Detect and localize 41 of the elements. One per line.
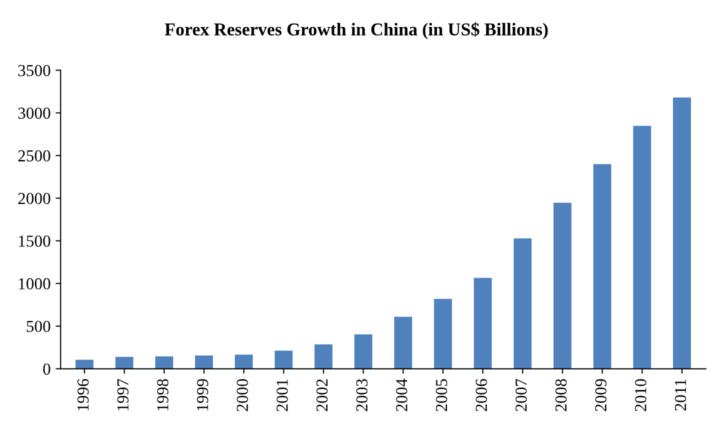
y-tick-label: 3500	[18, 64, 50, 76]
bar	[76, 360, 94, 369]
bar	[115, 356, 134, 369]
x-tick-label: 1996	[77, 378, 89, 410]
bar	[434, 298, 452, 369]
x-tick-label: 2002	[316, 379, 328, 412]
bar	[514, 238, 532, 369]
chart-title: Forex Reserves Growth in China (in US$ Billions)	[164, 22, 548, 40]
y-tick-label: 500	[26, 320, 50, 332]
x-tick-label: 1997	[117, 378, 129, 410]
x-tick-label: 2000	[236, 379, 248, 412]
bar	[314, 344, 332, 369]
y-tick-label: 1500	[19, 236, 50, 247]
x-tick-label: 2010	[635, 379, 646, 412]
bar	[274, 350, 293, 369]
y-tick-label: 0	[43, 363, 50, 375]
bar	[195, 356, 213, 369]
bar	[673, 97, 691, 369]
x-tick-label: 1999	[196, 379, 208, 410]
x-tick-label: 2005	[436, 379, 448, 412]
bar	[554, 202, 572, 369]
x-tick-label: 2006	[476, 378, 487, 412]
y-tick-label: 3000	[18, 108, 50, 119]
x-tick-label: 2004	[396, 378, 408, 412]
y-tick-label: 2500	[18, 150, 50, 162]
bar	[394, 316, 412, 369]
x-tick-label: 2009	[595, 379, 606, 412]
bar	[593, 164, 612, 369]
x-tick-label: 2007	[516, 378, 527, 412]
x-tick-label: 1998	[157, 379, 168, 410]
bar	[234, 354, 253, 369]
bar	[474, 278, 492, 369]
x-tick-label: 2008	[555, 379, 567, 412]
x-tick-label: 2001	[276, 379, 288, 412]
x-tick-label: 2003	[356, 379, 368, 412]
y-tick-label: 1000	[19, 278, 50, 290]
y-tick-label: 2000	[18, 192, 50, 204]
bar	[633, 126, 652, 369]
bar	[354, 334, 372, 369]
bar	[155, 356, 174, 369]
x-tick-label: 2011	[674, 379, 686, 410]
